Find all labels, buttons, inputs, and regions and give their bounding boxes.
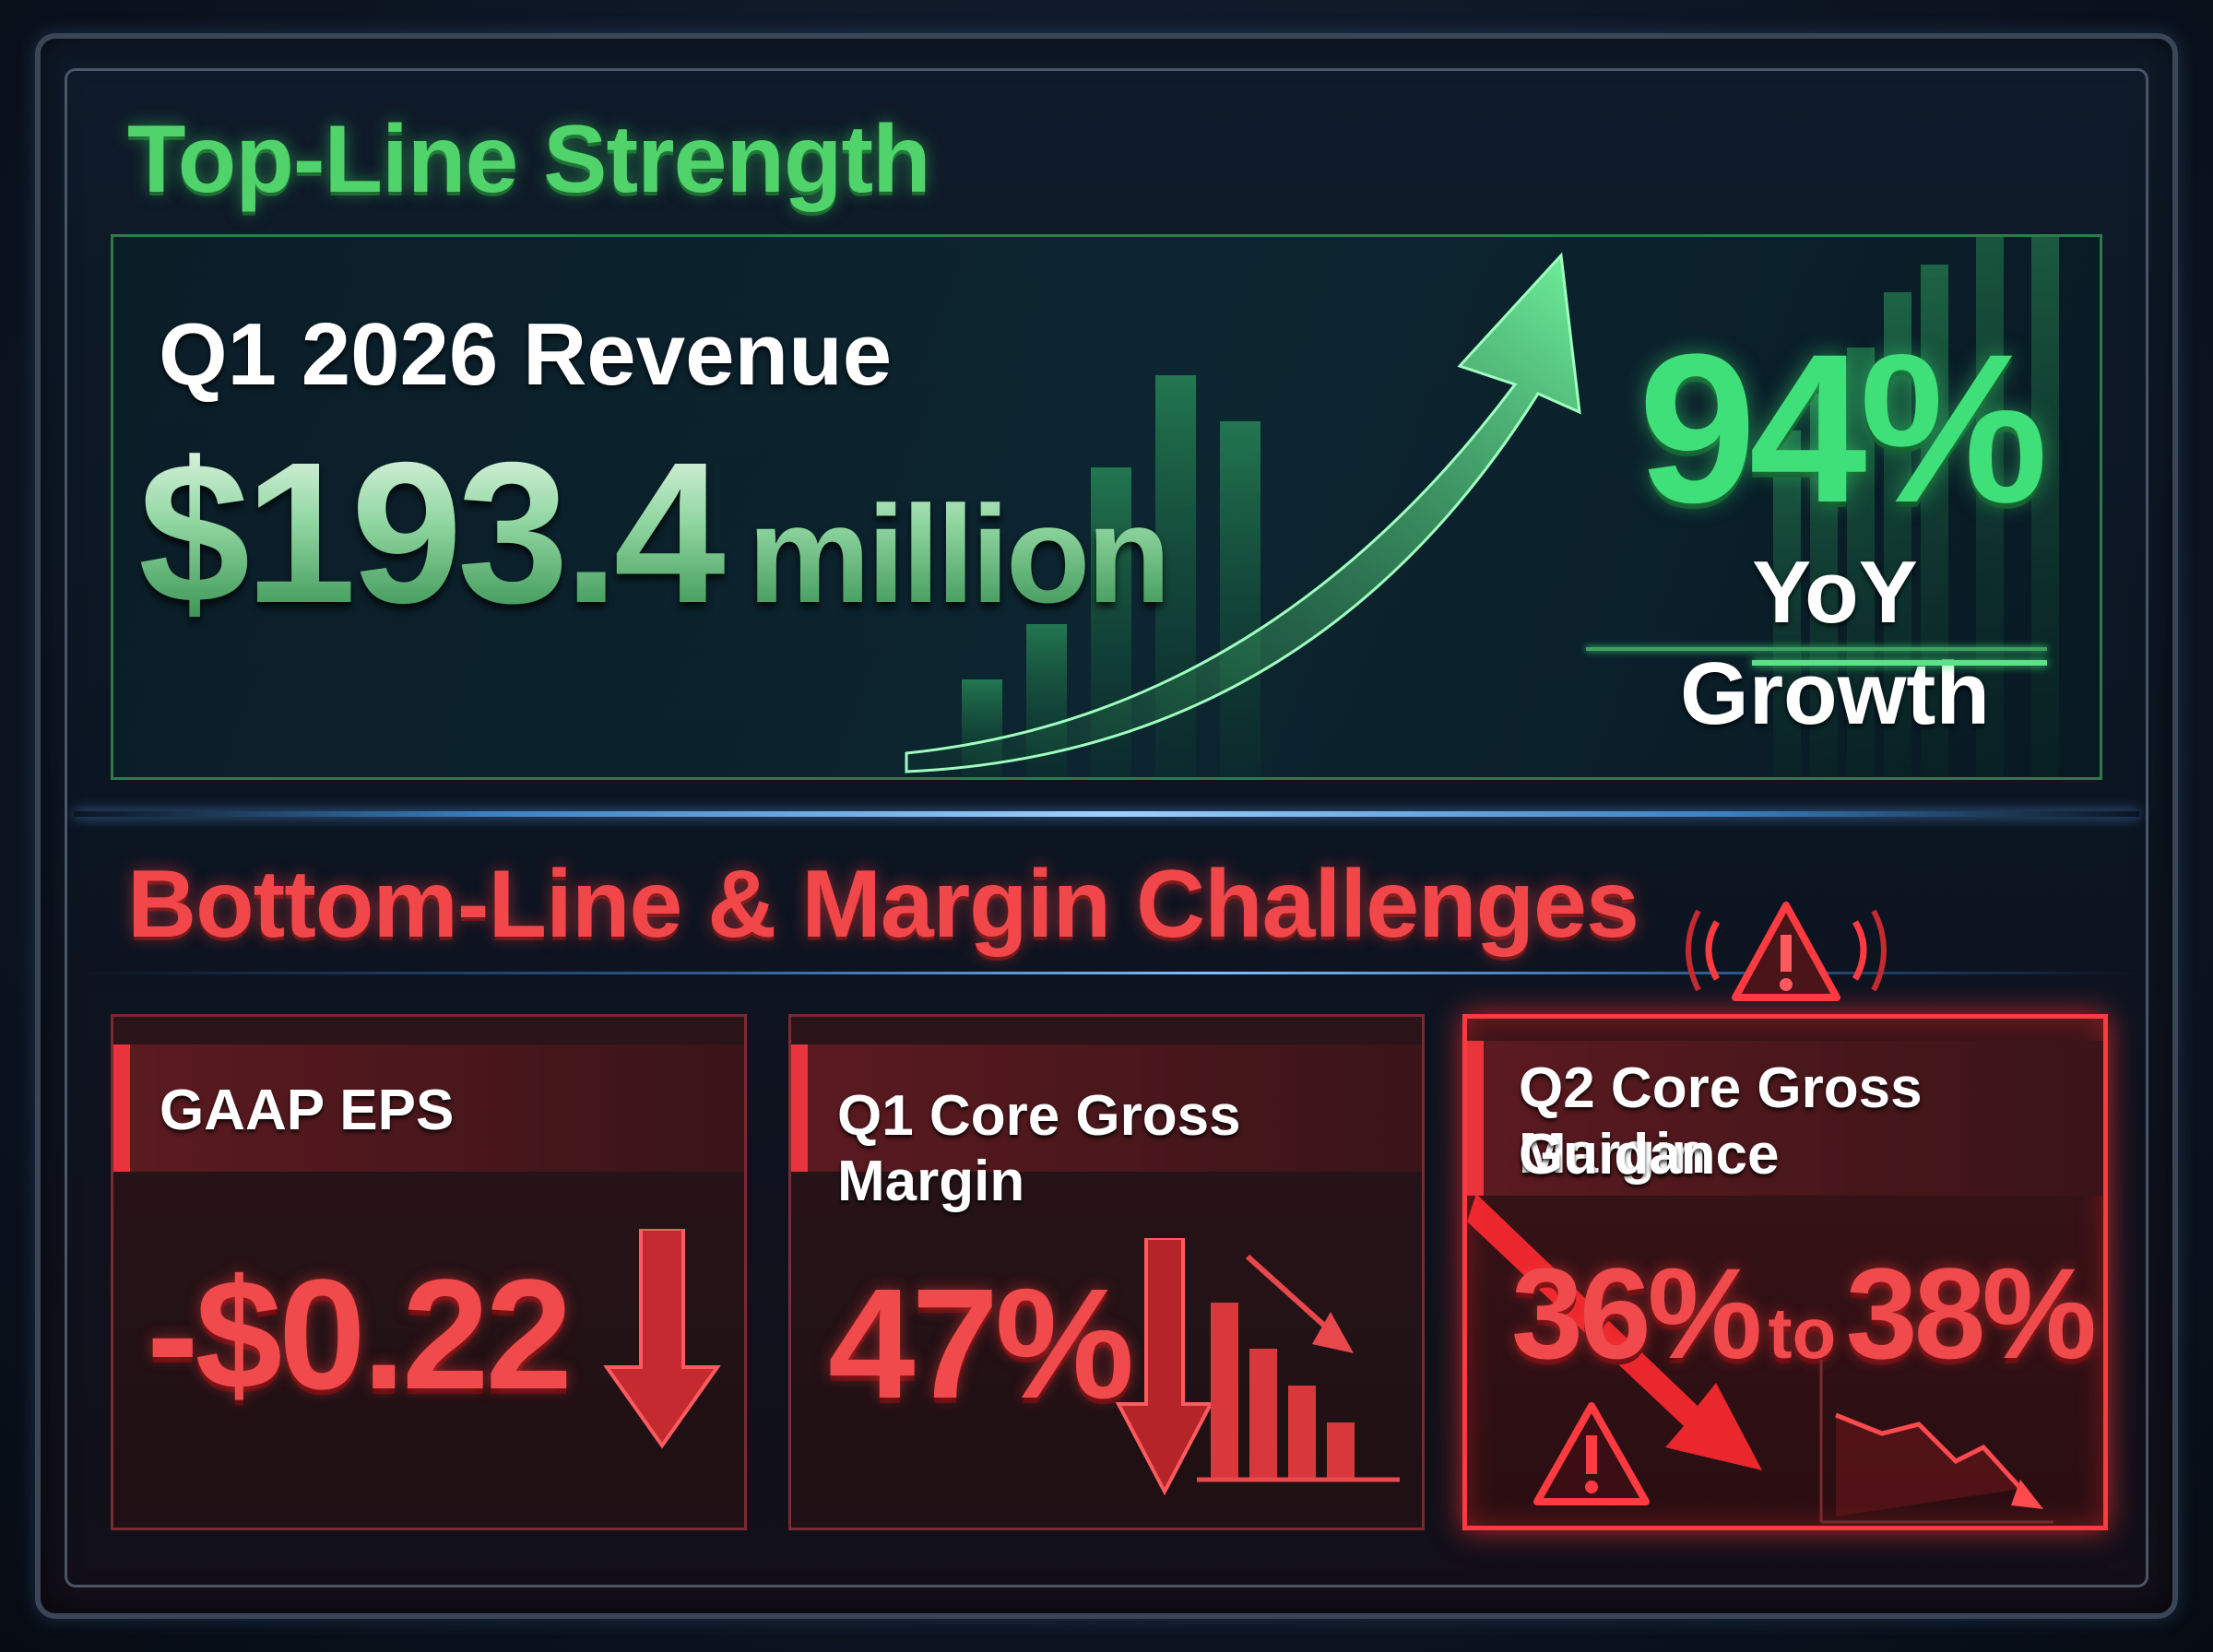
declining-arrow-icon (1467, 1194, 1762, 1470)
revenue-label: Q1 2026 Revenue (159, 305, 893, 404)
growth-underline (1586, 647, 2047, 651)
guidance-card: Q2 Core Gross Margin Guidance 36% to 38% (1462, 1014, 2108, 1530)
guidance-high: 38% (1845, 1241, 2097, 1386)
warning-icon (1533, 1402, 1650, 1505)
card-title-line2: Guidance (1519, 1123, 1780, 1186)
top-section-heading: Top-Line Strength (127, 106, 931, 213)
revenue-unit: million (747, 477, 1168, 631)
down-arrow-icon (603, 1229, 721, 1449)
card-header (1467, 1041, 2103, 1196)
eps-card: GAAP EPS -$0.22 (111, 1014, 747, 1530)
card-value: -$0.22 (147, 1247, 573, 1422)
card-title: GAAP EPS (160, 1079, 455, 1142)
card-value: 47% (828, 1257, 1134, 1432)
guidance-range: 36% to 38% (1511, 1249, 2097, 1378)
revenue-amount: $193.4 (138, 421, 720, 645)
revenue-panel (111, 234, 2102, 780)
declining-line-icon (1819, 1360, 2053, 1524)
growth-underline-accent (1752, 660, 2047, 666)
card-header (791, 1044, 1422, 1172)
trend-up-arrow-icon (905, 237, 2059, 777)
declining-bars-icon (1197, 1254, 1400, 1482)
card-title: Q1 Core Gross Margin (837, 1084, 1241, 1214)
card-header (113, 1044, 744, 1172)
growth-value: 94% (1638, 310, 2048, 547)
core-margin-card: Q1 Core Gross Margin 47% (788, 1014, 1425, 1530)
bottom-section-heading: Bottom-Line & Margin Challenges (127, 851, 1639, 958)
revenue-value: $193.4 million (138, 433, 1167, 634)
card-title-line1: Q2 Core Gross Margin (1519, 1056, 1923, 1186)
section-divider (74, 811, 2139, 817)
heading-divider (74, 972, 2139, 974)
alarm-warning-icon (1686, 902, 1887, 1001)
inner-frame (65, 68, 2148, 1587)
down-arrow-icon (1115, 1238, 1214, 1496)
guidance-low: 36% (1511, 1241, 1762, 1386)
guidance-connector: to (1768, 1292, 1837, 1374)
growth-label: YoY Growth (1680, 543, 1990, 743)
